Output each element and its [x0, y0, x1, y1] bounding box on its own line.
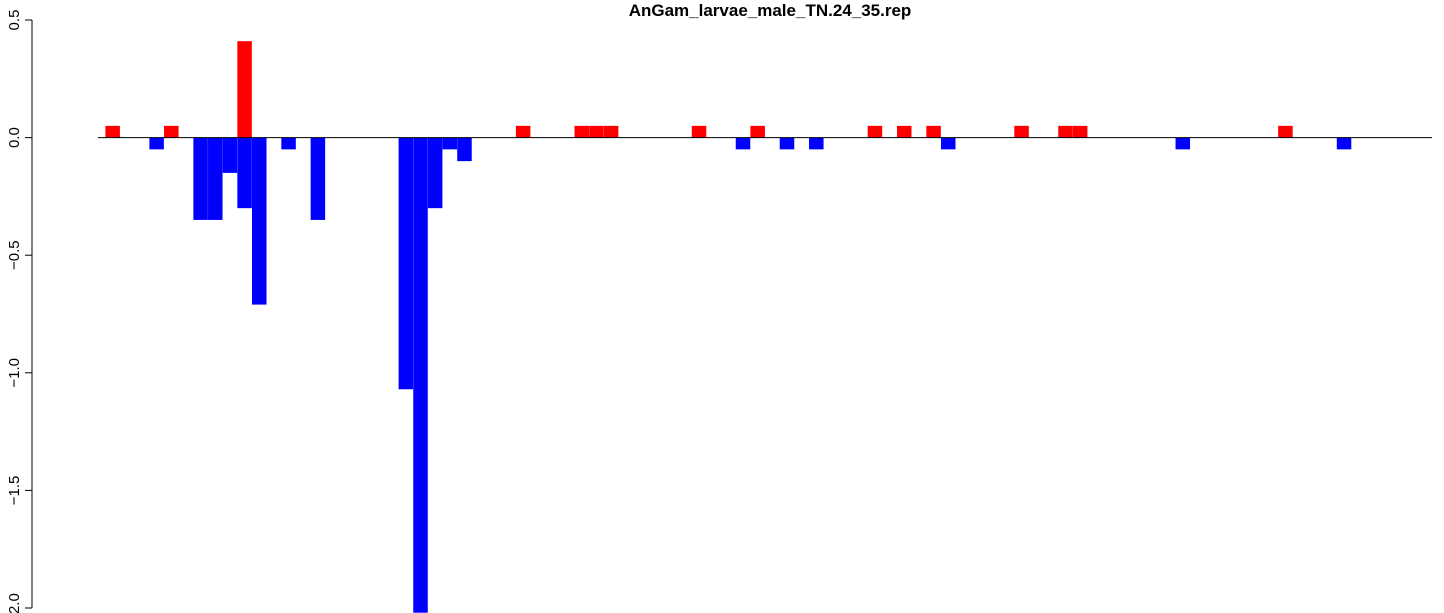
negative-bar [809, 137, 824, 150]
y-tick-label: −2.0 [6, 593, 23, 613]
negative-bar [193, 137, 208, 220]
positive-bar [1014, 125, 1029, 138]
negative-bar [735, 137, 751, 150]
negative-bar [1336, 137, 1352, 150]
y-tick-label: −0.5 [6, 240, 23, 270]
negative-bar [237, 137, 252, 209]
positive-bar [164, 125, 179, 138]
negative-bar [310, 137, 326, 220]
positive-bar [603, 125, 619, 138]
y-axis: 0.5 0.0 −0.5 −1.0 −1.5 −2.0 [6, 10, 33, 613]
negative-bar [281, 137, 296, 150]
negative-bar [149, 137, 164, 150]
positive-bar [750, 125, 765, 138]
positive-bar [105, 125, 120, 138]
bars [105, 41, 1352, 613]
negative-bar [208, 137, 223, 220]
positive-bar [691, 125, 707, 138]
y-tick-label: −1.0 [6, 358, 23, 388]
positive-bar [237, 41, 252, 138]
negative-bar [457, 137, 472, 162]
chart-title: AnGam_larvae_male_TN.24_35.rep [629, 1, 912, 20]
positive-bar [589, 125, 604, 138]
positive-bar [515, 125, 531, 138]
positive-bar [1278, 125, 1293, 138]
positive-bar [574, 125, 590, 138]
positive-bar [1072, 125, 1088, 138]
negative-bar [442, 137, 458, 150]
negative-bar [940, 137, 956, 150]
negative-bar [413, 137, 428, 613]
positive-bar [926, 125, 941, 138]
negative-bar [1175, 137, 1191, 150]
negative-bar [427, 137, 443, 209]
positive-bar [1058, 125, 1073, 138]
positive-bar [867, 125, 883, 138]
negative-bar [398, 137, 414, 390]
y-tick-label: 0.5 [6, 10, 23, 31]
negative-bar [252, 137, 267, 305]
negative-bar [779, 137, 795, 150]
y-tick-label: 0.0 [6, 127, 23, 148]
y-tick-label: −1.5 [6, 476, 23, 506]
negative-bar [222, 137, 238, 173]
positive-bar [897, 125, 912, 138]
